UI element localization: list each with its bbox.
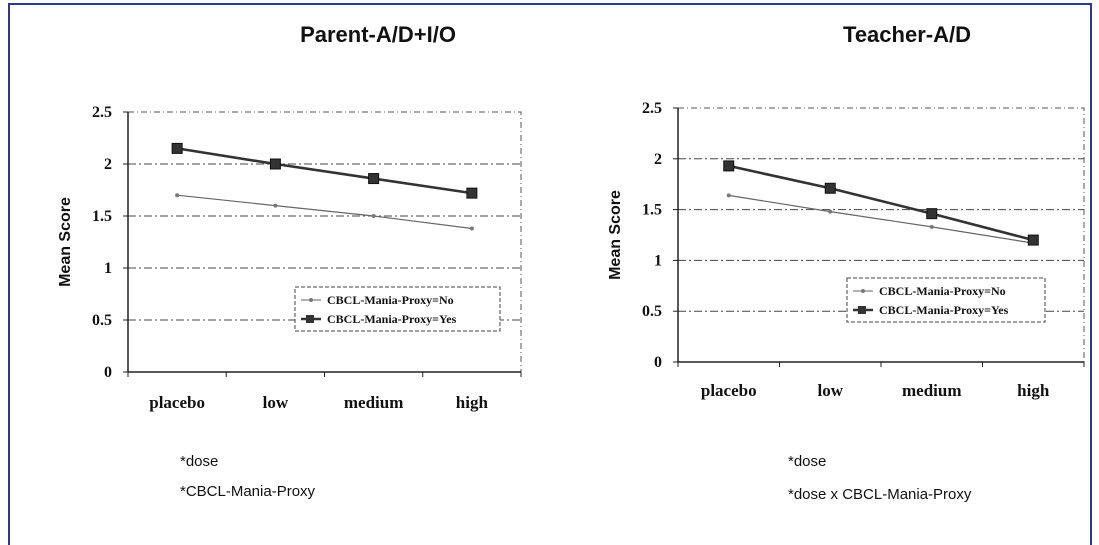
legend-box [846,277,1046,323]
data-point-dot [371,214,376,218]
data-point-square [171,142,183,154]
legend-label: CBCL-Mania-Proxy=No [879,284,1006,298]
x-tick-label: medium [344,393,404,412]
data-point-dot [175,193,180,198]
y-tick-label: 0 [104,364,112,381]
data-point-square [723,160,735,172]
data-point-square [269,158,281,170]
y-tick-label: 2.5 [642,100,662,117]
x-tick-label: high [1017,381,1050,400]
data-point-dot [726,193,731,198]
series-line [176,147,473,195]
x-tick-label: placebo [149,393,205,412]
data-point-square [466,187,478,199]
footnote: *dose [788,453,826,470]
y-tick-label: 2 [654,151,662,168]
legend-label: CBCL-Mania-Proxy=Yes [879,303,1009,317]
x-tick-label: high [456,393,489,412]
y-axis-label: Mean Score [607,190,624,280]
y-tick-label: 1 [104,260,112,277]
legend-marker-dot [861,289,865,293]
series-line [177,194,472,230]
data-point-square [1027,234,1039,246]
chart-title: Teacher-A/D [843,22,971,47]
series-line [728,194,1034,244]
x-tick-label: placebo [701,381,757,400]
data-point-dot [273,203,278,208]
y-tick-label: 1 [654,252,662,269]
y-tick-label: 1.5 [642,202,662,219]
legend-marker-dot [309,298,313,302]
series-line [728,164,1034,242]
y-axis-label: Mean Score [57,197,74,287]
data-point-square [926,208,938,220]
teacher-chart: Teacher-A/D Mean Score 0 0.5 1 1.5 2 2.5 placebo… [607,22,1085,503]
data-point-dot [929,224,934,229]
y-tick-label: 2 [104,156,112,173]
footnote: *dose x CBCL-Mania-Proxy [788,486,972,503]
data-point-dot [469,226,474,231]
data-point-square [824,182,836,194]
x-tick-label: medium [902,381,962,400]
y-tick-label: 0.5 [642,303,662,320]
legend-marker-square [306,315,314,323]
footnote: *dose [180,453,218,470]
footnote: *CBCL-Mania-Proxy [180,483,316,500]
chart-title: Parent-A/D+I/O [300,22,456,47]
y-tick-label: 0.5 [92,312,112,329]
y-tick-label: 0 [654,354,662,371]
y-tick-label: 2.5 [92,104,112,121]
plot-border [677,107,1085,363]
legend-label: CBCL-Mania-Proxy=Yes [327,312,457,326]
y-tick-label: 1.5 [92,208,112,225]
figure-frame [8,3,1092,545]
parent-chart: Parent-A/D+I/O Mean Score 0 0.5 1 1.5 2 2.5 plac… [57,22,522,500]
legend-marker-square [858,306,866,314]
x-tick-label: low [263,393,289,412]
data-point-dot [828,209,833,214]
legend-box [294,286,501,332]
x-tick-label: low [818,381,844,400]
legend-label: CBCL-Mania-Proxy=No [327,293,454,307]
data-point-square [368,173,380,185]
